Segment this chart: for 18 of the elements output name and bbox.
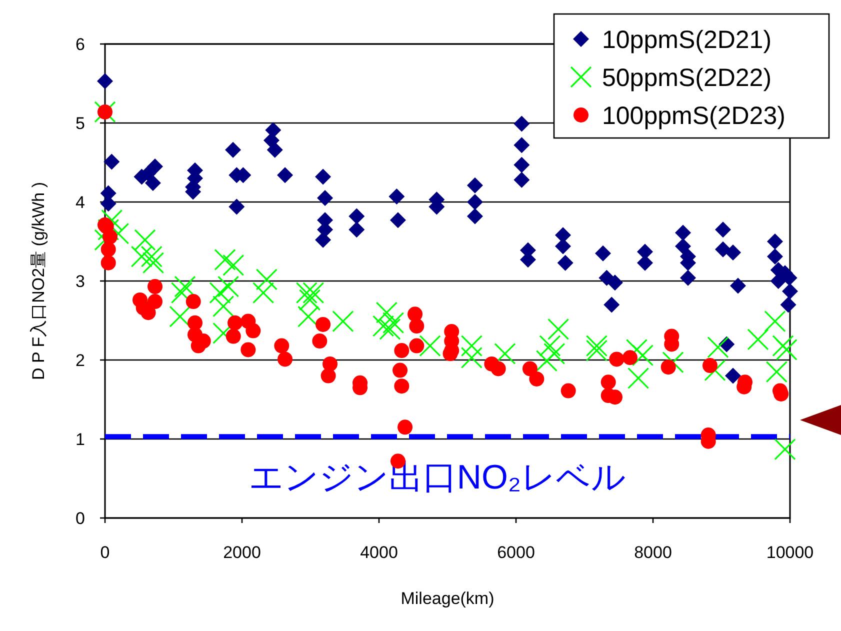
x-tick-label: 0 — [100, 543, 110, 562]
x-tick-label: 10000 — [766, 543, 814, 562]
y-tick-label: 1 — [76, 430, 85, 449]
x-axis-title: Mileage(km) — [400, 589, 494, 608]
y-tick-label: 0 — [76, 509, 85, 528]
x-tick-label: 4000 — [360, 543, 398, 562]
y-tick-label: 2 — [76, 351, 85, 370]
x-tick-label: 6000 — [497, 543, 535, 562]
legend-label: 50ppmS(2D22) — [602, 64, 772, 92]
y-tick-label: 4 — [76, 193, 85, 212]
y-axis-title: D P F入口NO2量 (g/kWh ) — [29, 182, 48, 380]
y-tick-label: 6 — [76, 35, 85, 54]
legend-label: 100ppmS(2D23) — [602, 102, 786, 130]
y-tick-label: 3 — [76, 272, 85, 291]
y-tick-label: 5 — [76, 114, 85, 133]
x-tick-label: 2000 — [223, 543, 261, 562]
x-tick-label: 8000 — [634, 543, 672, 562]
legend-label: 10ppmS(2D21) — [602, 26, 772, 54]
